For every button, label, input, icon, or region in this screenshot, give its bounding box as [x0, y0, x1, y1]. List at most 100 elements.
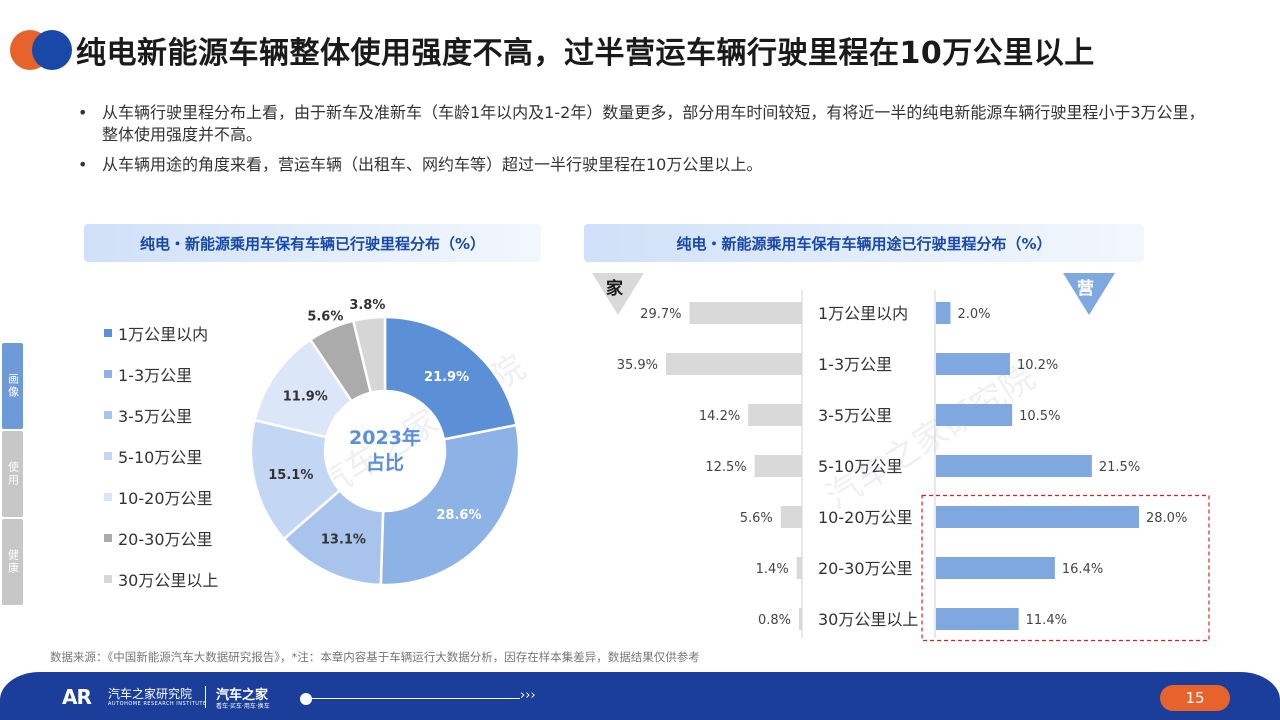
- bullet-1: 从车辆行驶里程分布上看，由于新车及准新车（车龄1年以内及1-2年）数量更多，部分…: [78, 102, 1218, 146]
- institute-logo-mark: AR: [62, 685, 92, 709]
- left-chart-title: 纯电・新能源乘用车保有车辆已行驶里程分布（%）: [84, 224, 541, 262]
- side-tab-portrait[interactable]: 画像: [2, 343, 23, 429]
- home-bar: [666, 353, 802, 375]
- home-value-label: 1.4%: [756, 562, 789, 577]
- category-label: 30万公里以上: [818, 610, 918, 629]
- legend-item: 1万公里以内: [104, 312, 218, 353]
- footer-divider: [205, 686, 206, 708]
- bullet-list: 从车辆行驶里程分布上看，由于新车及准新车（车龄1年以内及1-2年）数量更多，部分…: [78, 102, 1218, 184]
- donut-center-year: 2023年: [349, 426, 421, 449]
- legend-label: 3-5万公里: [118, 406, 193, 426]
- category-label: 10-20万公里: [818, 508, 913, 527]
- donut-slice: [351, 315, 387, 395]
- commercial-bar: [936, 302, 951, 324]
- legend-swatch: [104, 328, 112, 337]
- legend-swatch: [104, 369, 112, 378]
- category-label: 3-5万公里: [818, 406, 892, 425]
- legend-item: 5-10万公里: [104, 435, 218, 476]
- home-bar: [754, 455, 802, 477]
- brand-slogan: 看车·买车·用车·换车: [216, 703, 270, 710]
- donut-center-caption: 占比: [366, 451, 404, 474]
- home-bar: [796, 557, 802, 579]
- donut-legend: 1万公里以内 1-3万公里 3-5万公里 5-10万公里 10-20万公里 20-30万公…: [104, 312, 218, 599]
- commercial-marker-label: 营: [1077, 279, 1094, 299]
- brand-name: 汽车之家: [216, 688, 269, 703]
- institute-name-en: AUTOHOME RESEARCH INSTITUTE: [108, 701, 207, 707]
- highlight-box: [921, 494, 1210, 642]
- commercial-bar: [936, 506, 1139, 528]
- home-value-label: 0.8%: [758, 613, 791, 628]
- legend-item: 20-30万公里: [104, 517, 218, 558]
- category-label: 1万公里以内: [818, 304, 908, 323]
- donut-value-label: 3.8%: [349, 298, 385, 313]
- commercial-bar: [936, 455, 1092, 477]
- home-value-label: 5.6%: [740, 511, 773, 526]
- commercial-value-label: 28.0%: [1146, 511, 1187, 526]
- commercial-value-label: 11.4%: [1026, 613, 1067, 628]
- legend-swatch: [104, 533, 112, 542]
- home-bar: [748, 404, 802, 426]
- progress-arrows: ›››: [520, 688, 536, 703]
- progress-line: [312, 698, 520, 699]
- butterfly-chart: 29.7% 2.0% 1万公里以内 35.9% 10.2% 1-3万公里 14.2% 10.5…: [617, 290, 1210, 642]
- donut-value-label: 21.9%: [424, 370, 469, 385]
- commercial-bar: [936, 353, 1010, 375]
- home-value-label: 35.9%: [617, 358, 658, 373]
- home-bar: [780, 506, 802, 528]
- commercial-value-label: 21.5%: [1099, 460, 1140, 475]
- donut-slice: [250, 418, 342, 541]
- commercial-bar: [936, 608, 1019, 630]
- commercial-value-label: 10.2%: [1017, 358, 1058, 373]
- legend-swatch: [104, 574, 112, 583]
- legend-swatch: [104, 451, 112, 460]
- legend-label: 5-10万公里: [118, 447, 203, 467]
- category-label: 1-3万公里: [818, 355, 892, 374]
- legend-label: 1-3万公里: [118, 365, 193, 385]
- commercial-value-label: 16.4%: [1062, 562, 1103, 577]
- legend-swatch: [104, 410, 112, 419]
- legend-item: 30万公里以上: [104, 558, 218, 599]
- home-value-label: 14.2%: [699, 409, 740, 424]
- progress-dot: [300, 693, 312, 705]
- donut-chart: 21.9%28.6%13.1%15.1%11.9%5.6%3.8% 2023年 …: [250, 298, 521, 587]
- donut-value-label: 15.1%: [268, 468, 313, 483]
- donut-value-label: 28.6%: [436, 508, 481, 523]
- legend-label: 10-20万公里: [118, 488, 213, 508]
- legend-item: 1-3万公里: [104, 353, 218, 394]
- category-label: 20-30万公里: [818, 559, 913, 578]
- page-title: 纯电新能源车辆整体使用强度不高，过半营运车辆行驶里程在10万公里以上: [76, 36, 1095, 71]
- commercial-value-label: 2.0%: [958, 307, 991, 322]
- donut-value-label: 5.6%: [307, 310, 343, 325]
- home-marker-label: 家: [606, 279, 623, 299]
- home-value-label: 29.7%: [640, 307, 681, 322]
- side-tab-health[interactable]: 健康: [2, 519, 23, 605]
- home-bar: [798, 608, 802, 630]
- legend-item: 10-20万公里: [104, 476, 218, 517]
- page-number: 15: [1160, 685, 1230, 711]
- category-label: 5-10万公里: [818, 457, 902, 476]
- legend-label: 1万公里以内: [118, 324, 209, 344]
- blue-dot: [32, 30, 72, 70]
- commercial-series-marker: 营: [1063, 273, 1115, 315]
- home-marker-triangle: [592, 273, 644, 315]
- bullet-2: 从车辆用途的角度来看，营运车辆（出租车、网约车等）超过一半行驶里程在10万公里以…: [78, 154, 1218, 176]
- commercial-bar: [936, 404, 1013, 426]
- legend-label: 20-30万公里: [118, 529, 213, 549]
- side-tab-usage[interactable]: 使用: [2, 431, 23, 517]
- legend-label: 30万公里以上: [118, 570, 219, 590]
- home-series-marker: 家: [592, 273, 644, 315]
- right-chart-title: 纯电・新能源乘用车保有车辆用途已行驶里程分布（%）: [584, 224, 1144, 262]
- commercial-bar: [936, 557, 1055, 579]
- footer-bar: [0, 672, 1280, 720]
- legend-swatch: [104, 492, 112, 501]
- donut-slice: [383, 315, 518, 441]
- institute-name: 汽车之家研究院: [108, 687, 193, 701]
- commercial-marker-triangle: [1063, 273, 1115, 315]
- title-decoration: [10, 30, 72, 70]
- legend-item: 3-5万公里: [104, 394, 218, 435]
- donut-value-label: 13.1%: [321, 533, 366, 548]
- source-note: 数据来源：《中国新能源汽车大数据研究报告》，*注：本章内容基于车辆运行大数据分析…: [50, 650, 700, 664]
- home-value-label: 12.5%: [705, 460, 746, 475]
- home-bar: [689, 302, 802, 324]
- donut-slice: [379, 423, 521, 587]
